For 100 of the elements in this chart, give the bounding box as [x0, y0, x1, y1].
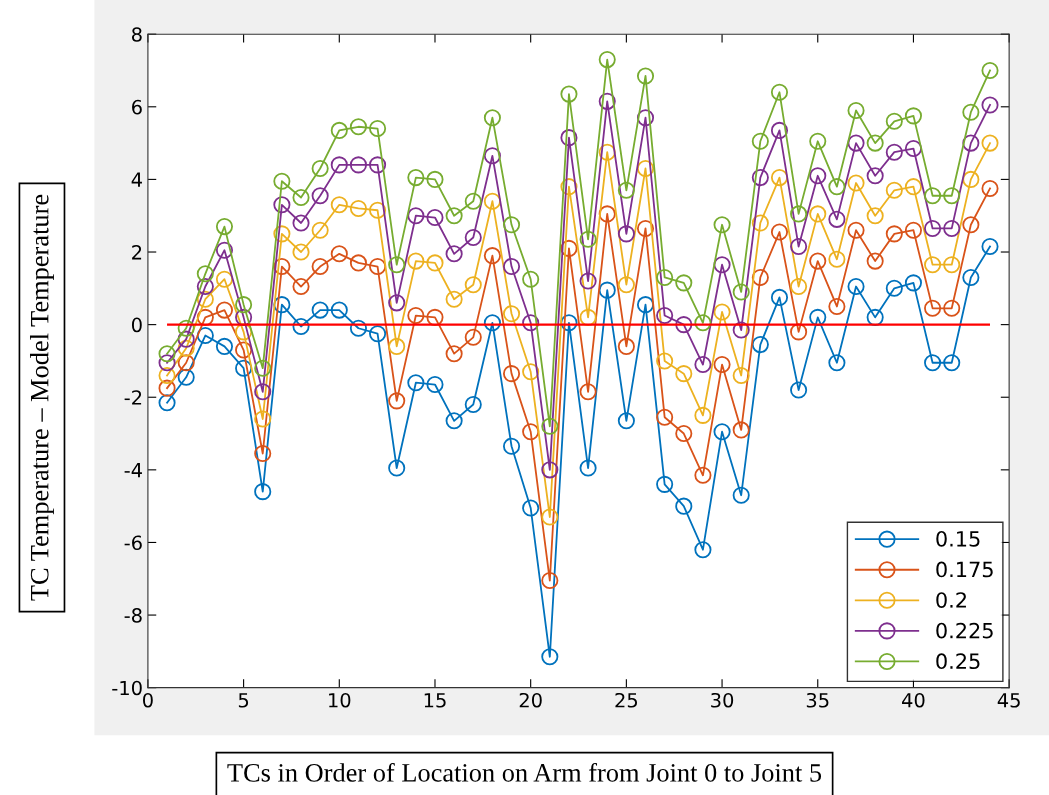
point — [483, 314, 501, 332]
point — [751, 132, 769, 150]
y-tick-label: 4 — [131, 172, 142, 187]
point — [502, 305, 521, 323]
point — [483, 147, 501, 165]
point — [522, 499, 540, 517]
point — [426, 375, 444, 394]
point — [809, 205, 827, 223]
point — [235, 341, 253, 359]
point — [809, 252, 827, 270]
point — [445, 345, 463, 363]
point — [388, 256, 406, 274]
point — [388, 294, 406, 312]
point — [924, 256, 942, 274]
point — [981, 96, 999, 114]
point — [522, 314, 540, 332]
y-tick-label: -6 — [124, 535, 142, 551]
point — [445, 290, 463, 308]
y-tick-label: -10 — [112, 680, 142, 696]
point — [196, 265, 214, 283]
point — [541, 572, 559, 590]
point — [732, 421, 750, 439]
point — [560, 239, 578, 257]
point — [943, 354, 961, 372]
point — [369, 257, 387, 276]
point — [215, 337, 234, 355]
point — [828, 297, 846, 316]
point — [522, 270, 540, 288]
point — [177, 330, 195, 348]
x-tick-label: 35 — [806, 692, 829, 708]
point — [579, 230, 597, 248]
point — [598, 281, 616, 299]
point — [617, 337, 635, 355]
point — [770, 121, 789, 139]
y-tick-label: 6 — [132, 99, 142, 115]
point — [369, 201, 387, 219]
point — [541, 417, 559, 435]
point — [866, 252, 884, 270]
point — [656, 352, 674, 370]
point — [904, 221, 922, 239]
point — [636, 219, 655, 237]
point — [426, 254, 444, 272]
point — [694, 356, 712, 374]
point — [177, 339, 195, 357]
point — [407, 169, 425, 187]
point — [215, 241, 234, 259]
point — [369, 156, 387, 174]
point — [751, 268, 769, 286]
point — [311, 221, 329, 239]
y-tick-label: -2 — [124, 390, 142, 405]
legend-label: 0.2 — [936, 592, 966, 608]
point — [522, 423, 540, 441]
point — [235, 359, 253, 377]
point — [292, 317, 310, 335]
point — [943, 219, 961, 237]
point — [330, 121, 348, 139]
point — [770, 223, 789, 241]
point — [330, 301, 348, 319]
point — [541, 508, 559, 526]
point — [924, 354, 942, 372]
point — [981, 238, 999, 256]
point — [579, 459, 597, 477]
point — [235, 308, 253, 326]
legend-label: 0.225 — [936, 622, 993, 639]
point — [847, 101, 865, 119]
point — [215, 270, 234, 288]
point — [388, 337, 406, 355]
point — [426, 208, 444, 227]
point — [158, 366, 176, 384]
point — [311, 159, 329, 178]
point — [407, 307, 425, 325]
y-tick-label: -4 — [124, 463, 142, 478]
point — [924, 187, 942, 205]
x-tick-label: 40 — [902, 692, 925, 708]
point — [962, 134, 980, 152]
x-tick-label: 0 — [143, 692, 153, 708]
point — [215, 218, 234, 236]
point — [177, 368, 195, 386]
point — [349, 319, 367, 337]
point — [177, 319, 195, 337]
point — [502, 257, 521, 276]
x-axis-title: TCs in Order of Location on Arm from Joint 0 to Joint 5 — [227, 762, 822, 782]
point — [349, 118, 367, 136]
point — [292, 189, 310, 207]
point — [273, 172, 291, 190]
point — [847, 277, 865, 296]
point — [713, 256, 731, 274]
point — [656, 268, 674, 286]
point — [694, 466, 712, 484]
point — [790, 277, 808, 296]
point — [904, 274, 922, 292]
point — [464, 328, 482, 346]
point — [579, 383, 597, 401]
point — [464, 395, 482, 414]
point — [254, 359, 272, 377]
point — [407, 252, 425, 270]
y-tick-label: 8 — [131, 27, 142, 42]
point — [292, 277, 310, 296]
point — [464, 228, 482, 247]
point — [809, 132, 827, 150]
